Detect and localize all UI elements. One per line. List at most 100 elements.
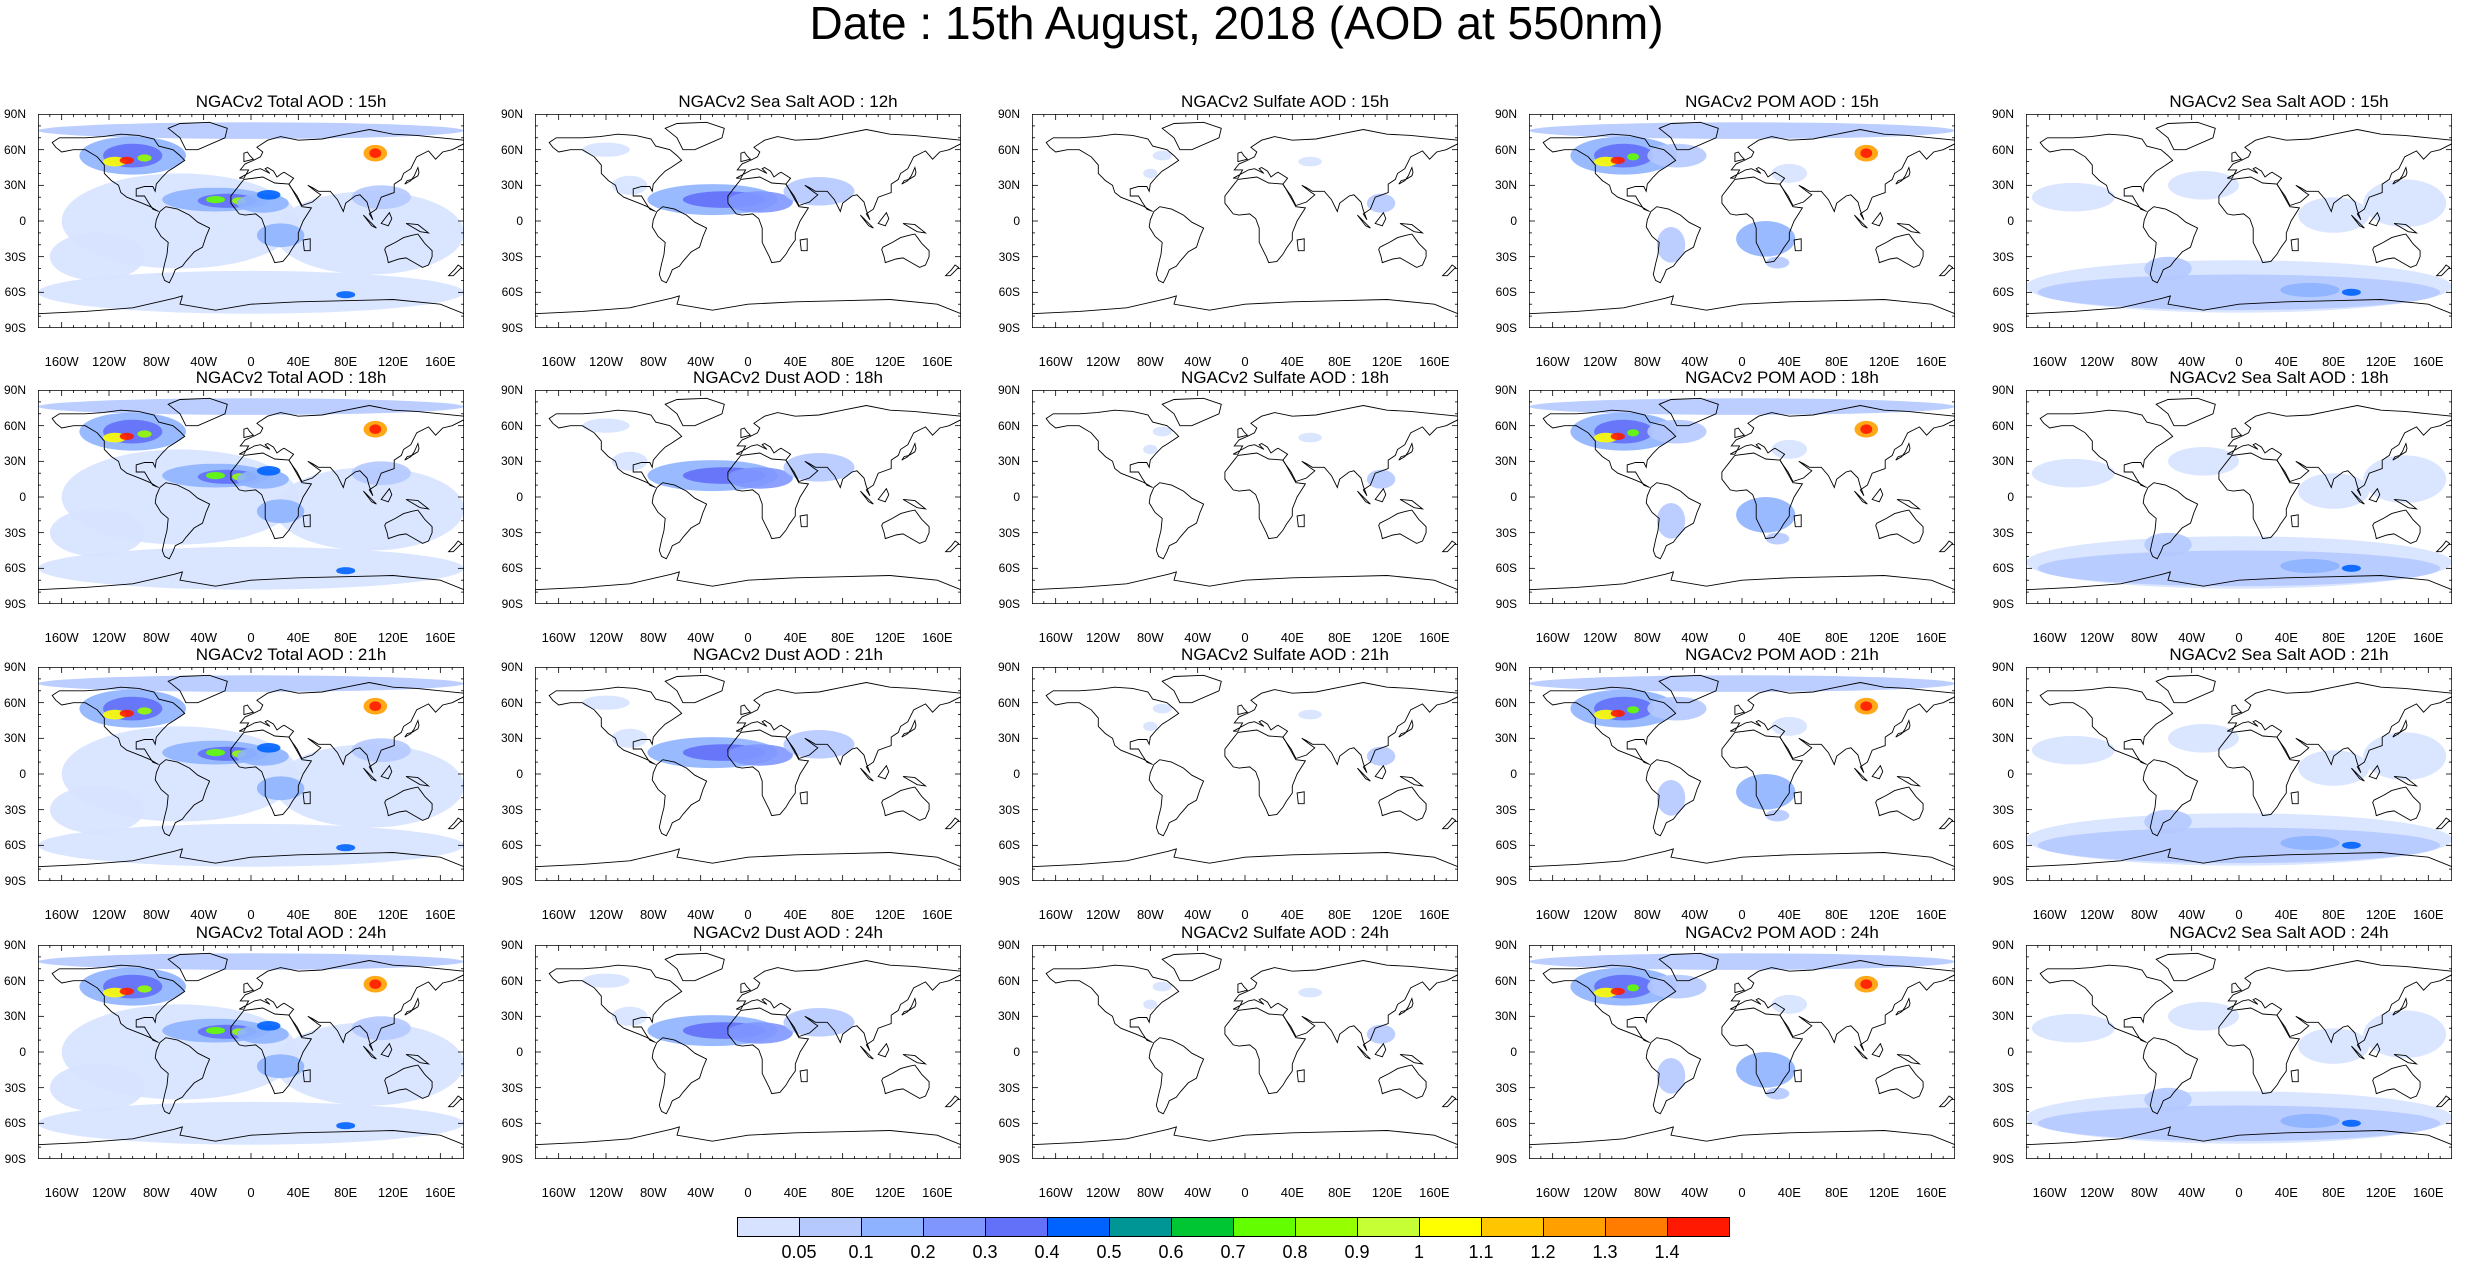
lon-tick-label: 80E [1328,354,1352,369]
map-panel: NGACv2 Dust AOD : 18h 90N 60N 30N 0 30S 60S 90S… [497,368,987,648]
lat-tick-label: 30S [1495,525,1517,540]
lat-tick-label: 60N [1991,142,2014,157]
lat-tick-label: 0 [516,490,523,504]
panel-title: NGACv2 Total AOD : 24h [195,923,387,942]
lon-tick-label: 120E [1371,1185,1403,1200]
colorbar-label: 1.2 [1530,1242,1556,1262]
lat-tick-label: 30N [997,178,1020,193]
coastlines [535,952,961,1159]
aod-plumes [1143,150,1396,213]
lat-tick-label: 60S [4,561,26,576]
lat-tick-label: 90N [1494,383,1517,397]
lon-tick-label: 40E [1777,630,1801,645]
map-panel: NGACv2 Total AOD : 24h 90N 60N 30N 0 30S 60S 90… [0,923,490,1203]
lat-tick-label: 60N [997,695,1020,710]
lon-tick-label: 40E [286,1185,310,1200]
lon-tick-label: 120W [92,1185,126,1200]
lon-tick-label: 160W [541,354,576,369]
lat-tick-label: 60N [500,142,523,157]
colorbar-swatch [1171,1217,1234,1237]
lon-tick-label: 120W [589,630,623,645]
map-panel: NGACv2 Sea Salt AOD : 12h 90N 60N 30N 0 30S 60… [497,92,987,372]
lon-tick-label: 160W [44,907,79,922]
map-panel: NGACv2 Dust AOD : 24h 90N 60N 30N 0 30S 60S 90S… [497,923,987,1203]
lon-tick-label: 80W [2130,354,2158,369]
lon-tick-label: 80W [1633,354,1661,369]
aod-plumes [1529,953,1955,1100]
tick-marks [1032,945,1458,1159]
lon-tick-label: 80W [2130,907,2158,922]
lat-tick-label: 0 [19,490,26,504]
map-panel: NGACv2 POM AOD : 15h 90N 60N 30N 0 30S 60S 90S 1… [1491,92,1981,372]
world-map [1529,114,1955,328]
lat-tick-label: 30N [1991,454,2014,469]
lon-tick-label: 80W [1633,1185,1661,1200]
aod-plumes [38,398,464,590]
lon-tick-label: 40W [1681,630,1709,645]
lon-tick-label: 0 [1738,630,1746,645]
lon-tick-label: 120E [2365,630,2397,645]
lon-tick-label: 80E [1825,907,1849,922]
panel-title: NGACv2 Total AOD : 15h [195,92,387,111]
lon-tick-label: 160E [1419,630,1450,645]
lon-tick-label: 40W [1681,907,1709,922]
lat-tick-label: 60S [501,561,523,576]
lon-tick-label: 80E [1825,354,1849,369]
lon-tick-label: 80W [1136,630,1164,645]
lon-tick-label: 120E [377,354,409,369]
lon-tick-label: 160W [1535,630,1570,645]
lon-tick-label: 120E [874,354,906,369]
lon-tick-label: 0 [744,1185,752,1200]
colorbar-label: 1 [1413,1242,1424,1262]
world-map [38,667,464,881]
lon-tick-label: 160W [1535,907,1570,922]
lon-tick-label: 80W [142,354,170,369]
lon-tick-label: 80E [2322,907,2346,922]
lon-tick-label: 160E [1916,907,1947,922]
lon-tick-label: 120E [2365,354,2397,369]
lon-tick-label: 120W [2080,354,2114,369]
lon-tick-label: 40W [687,630,715,645]
lat-tick-label: 60S [1495,838,1517,853]
lon-tick-label: 40W [2178,354,2206,369]
lon-tick-label: 80E [2322,630,2346,645]
lon-tick-label: 40E [1280,907,1304,922]
lat-tick-label: 90S [4,874,26,888]
tick-marks [1529,667,1955,881]
lon-tick-label: 120E [377,1185,409,1200]
lat-tick-label: 90N [1494,938,1517,952]
tick-marks [1032,667,1458,881]
lat-tick-label: 60S [501,1116,523,1131]
lon-tick-label: 120W [92,354,126,369]
coastlines [1529,121,1955,328]
lon-tick-label: 40E [1280,1185,1304,1200]
lat-tick-label: 30N [1494,731,1517,746]
lat-tick-label: 90S [501,597,523,611]
lon-tick-label: 160E [1419,907,1450,922]
lon-tick-label: 40W [687,1185,715,1200]
colorbar-label: 0.7 [1220,1242,1246,1262]
lon-tick-label: 120W [2080,907,2114,922]
lat-tick-label: 90S [1992,874,2014,888]
lon-tick-label: 160E [1419,1185,1450,1200]
colorbar-swatch [861,1217,924,1237]
lat-tick-label: 60N [3,695,26,710]
lat-tick-label: 60S [998,561,1020,576]
tick-marks [2026,390,2452,604]
tick-marks [38,390,464,604]
lat-tick-label: 60S [1992,1116,2014,1131]
lat-tick-label: 30S [1495,249,1517,264]
lat-tick-label: 0 [516,1045,523,1059]
tick-marks [38,114,464,328]
colorbar-swatch [799,1217,862,1237]
colorbar-swatch [1047,1217,1110,1237]
lon-tick-label: 120E [1868,1185,1900,1200]
aod-plumes [2026,724,2452,866]
lat-tick-label: 30N [500,1009,523,1024]
tick-marks [38,667,464,881]
map-panel: NGACv2 POM AOD : 24h 90N 60N 30N 0 30S 60S 90S 1… [1491,923,1981,1203]
lon-tick-label: 160W [2032,907,2067,922]
lon-tick-label: 160E [425,630,456,645]
lon-tick-label: 0 [247,907,255,922]
lon-tick-label: 40E [286,630,310,645]
